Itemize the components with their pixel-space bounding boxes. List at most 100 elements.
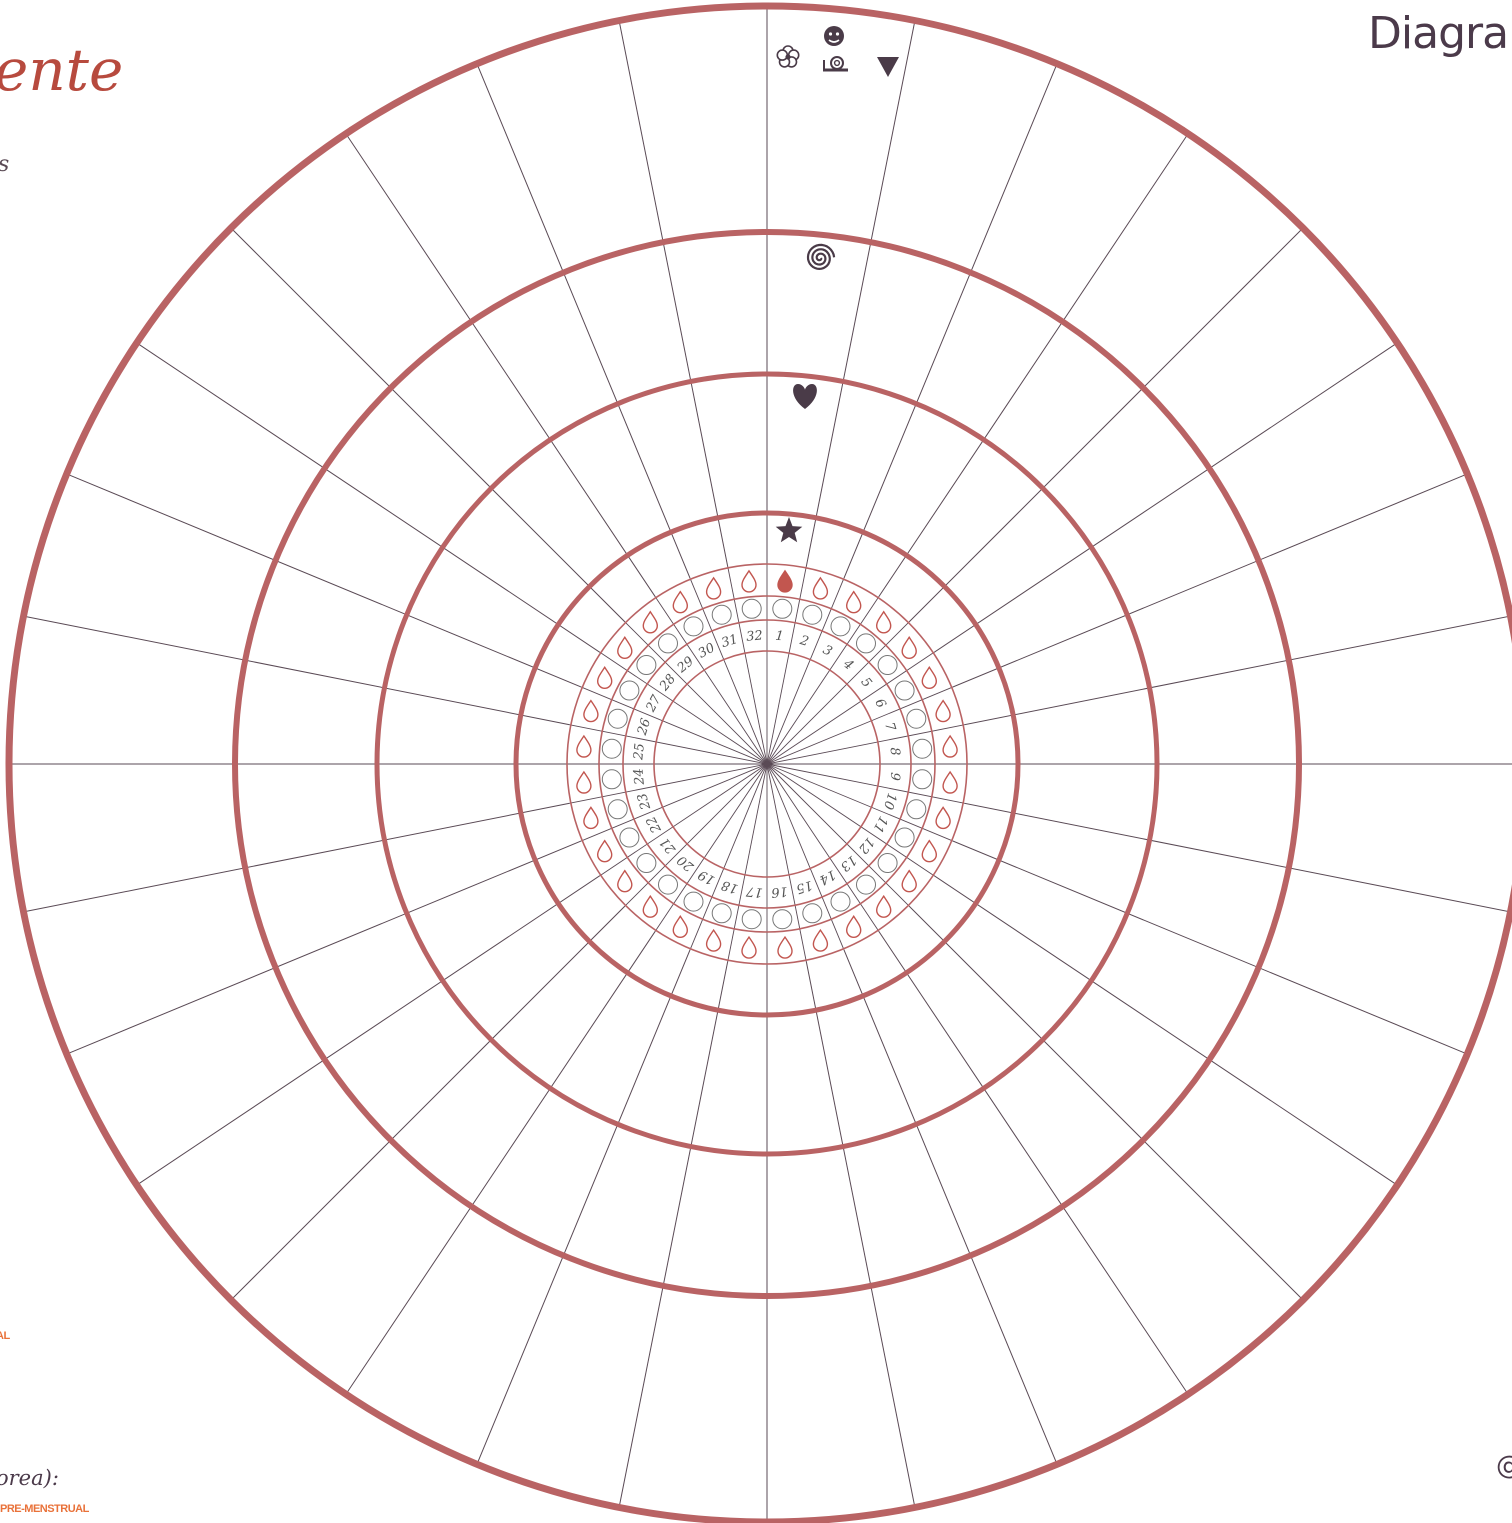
copyright-glyph: @: [1496, 1451, 1512, 1481]
drop-shape: [597, 666, 613, 689]
drop-shape: [777, 935, 793, 959]
inner-ring: [653, 650, 881, 878]
drop-shape: [705, 928, 722, 952]
center-hub: [764, 761, 770, 767]
drop-shape: [583, 806, 599, 830]
blood-drop-icon: [642, 610, 658, 634]
blood-drop-icon: [812, 928, 829, 952]
day-number: 17: [745, 883, 764, 900]
legend-text-fragment: orea):: [0, 1466, 59, 1490]
blood-drop-icon: [672, 915, 688, 938]
drop-shape: [876, 894, 892, 918]
drop-shape: [576, 770, 592, 794]
spiral-icon: [806, 243, 836, 271]
drop-shape: [901, 869, 917, 893]
heart-icon: [793, 384, 817, 409]
day-circle: [619, 827, 640, 848]
blood-drop-icon: [583, 699, 599, 723]
day-number: 8: [887, 747, 903, 757]
blood-drop-icon: [777, 935, 793, 959]
drop-shape: [705, 576, 722, 600]
drop-shape: [583, 699, 599, 723]
drop-shape: [642, 894, 658, 918]
day-number: 10: [880, 791, 899, 811]
phase-label-fragment: AL: [0, 1330, 10, 1342]
wheel-ring: [5, 2, 1512, 1523]
drop-shape: [576, 734, 592, 758]
blood-drop-icon: [935, 699, 951, 723]
day-number: 30: [696, 641, 718, 662]
drop-shape: [617, 636, 633, 659]
drop-shape: [921, 839, 937, 863]
day-number: 15: [794, 877, 814, 896]
blood-drop-icon: [846, 915, 862, 938]
drop-shape: [921, 666, 937, 689]
blood-drop-icon: [642, 894, 658, 918]
day-number: 11: [869, 813, 890, 835]
day-circle: [856, 874, 876, 895]
phase-label-premenstrual: PRE-MENSTRUAL: [0, 1503, 89, 1515]
day-circle: [894, 680, 915, 701]
day-number: 31: [720, 632, 740, 651]
day-number: 9: [887, 772, 903, 782]
day-circle: [830, 891, 851, 912]
drop-shape: [642, 610, 658, 634]
blood-drop-icon: [876, 894, 892, 918]
day-circle: [683, 616, 704, 637]
day-circle: [601, 769, 622, 790]
blood-drop-icon: [617, 636, 633, 659]
flower-icon: [776, 45, 800, 68]
wheel-ring: [232, 229, 1302, 1299]
blood-drop-icon: [901, 636, 917, 659]
inner-ring: [622, 619, 912, 909]
blood-drop-icon: [741, 935, 757, 959]
day-circle: [906, 708, 927, 729]
blood-drop-icon: [942, 770, 958, 794]
triangle-down-icon: [877, 57, 899, 77]
day-circle: [658, 633, 678, 654]
day-circle: [802, 903, 823, 924]
drop-shape: [777, 569, 793, 593]
drop-shape: [942, 734, 958, 758]
drop-shape: [901, 636, 917, 659]
blood-drop-icon: [597, 839, 613, 863]
day-circle: [772, 909, 793, 930]
drop-shape: [935, 806, 951, 830]
day-number: 14: [816, 866, 838, 887]
drop-shape: [876, 610, 892, 634]
blood-drop-icon: [597, 666, 613, 689]
drop-shape: [935, 699, 951, 723]
day-circle: [906, 799, 927, 820]
day-number: 25: [631, 743, 648, 762]
day-number: 1: [775, 629, 785, 645]
drop-shape: [846, 915, 862, 938]
day-circle: [894, 827, 915, 848]
blood-drop-icon: [921, 839, 937, 863]
blood-drop-icon: [705, 928, 722, 952]
drop-shape: [812, 928, 829, 952]
script-heading: ente: [0, 36, 124, 104]
smiley-snail-icon: [823, 26, 848, 72]
day-circle: [830, 616, 851, 637]
blood-drop-icon: [942, 734, 958, 758]
drop-shape: [672, 915, 688, 938]
blood-drop-icon: [812, 576, 829, 600]
day-circle: [607, 799, 628, 820]
left-text-fragment: s: [0, 152, 9, 177]
blood-drop-icon: [935, 806, 951, 830]
day-circle: [741, 909, 762, 930]
day-circle: [856, 633, 876, 654]
day-circle: [912, 738, 933, 759]
day-circle: [636, 655, 657, 675]
day-circle: [711, 903, 732, 924]
day-circle: [912, 769, 933, 790]
day-circle: [683, 891, 704, 912]
blood-drop-icon: [901, 869, 917, 893]
blood-drop-icon: [583, 806, 599, 830]
blood-drop-icon: [705, 576, 722, 600]
drop-shape: [617, 869, 633, 893]
blood-drop-icon: [876, 610, 892, 634]
inner-ring: [566, 563, 968, 965]
day-circle: [601, 738, 622, 759]
